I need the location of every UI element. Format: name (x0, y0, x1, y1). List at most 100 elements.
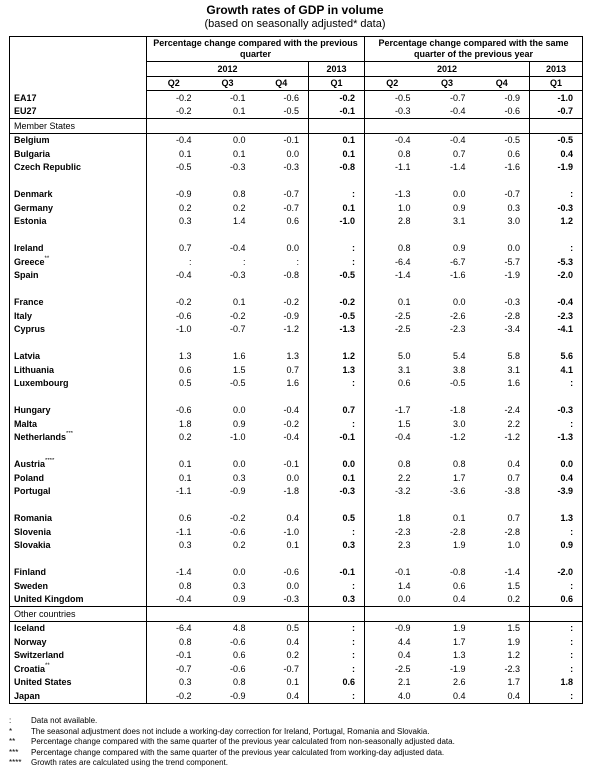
value-cell: 1.8 (398, 513, 411, 524)
value-cell: -1.4 (450, 162, 466, 173)
gap-cell (474, 390, 531, 404)
value-cell: -2.3 (395, 526, 411, 537)
gap-cell (201, 336, 255, 350)
value-cell: 1.7 (474, 675, 531, 689)
value-cell: -0.7 (254, 662, 309, 676)
value-cell: -1.9 (450, 663, 466, 674)
value-cell: 0.6 (308, 675, 366, 689)
value-cell: -0.1 (308, 104, 366, 119)
gap-cell (474, 228, 531, 242)
value-cell: -0.1 (395, 567, 411, 578)
value-cell: -1.4 (395, 270, 411, 281)
country-label: Netherlands*** (9, 430, 147, 444)
value-cell: 0.1 (254, 675, 309, 689)
gap-cell (308, 498, 366, 512)
value-cell: 0.8 (398, 148, 411, 159)
section-heading-cell (364, 606, 420, 622)
country-label: Cyprus (9, 322, 147, 336)
value-cell: -0.6 (175, 405, 192, 416)
footnote-symbol: ** (9, 737, 16, 747)
value-cell: 0.7 (178, 243, 192, 254)
value-cell: 3.8 (453, 364, 466, 375)
value-cell: -1.9 (529, 160, 584, 174)
table-row: Romania 0.6 -0.2 0.4 0.5 1.8 0.1 0.7 1.3 (9, 511, 584, 525)
value-cell: -0.8 (450, 567, 466, 578)
quarter-header: Q1 (529, 76, 584, 91)
value-cell: -1.3 (308, 322, 366, 336)
value-cell: -0.7 (254, 187, 309, 201)
table-row: Austria**** 0.1 0.0 -0.1 0.0 0.8 0.8 0.4 0.0 (9, 457, 584, 471)
value-cell: -3.2 (395, 486, 411, 497)
value-cell: 0.8 (453, 459, 466, 470)
table-row: Latvia 1.3 1.6 1.3 1.2 5.0 5.4 5.8 5.6 (9, 349, 584, 363)
gap-cell (147, 498, 201, 512)
section-heading-cell (364, 118, 420, 134)
value-cell: 0.0 (453, 189, 466, 200)
value-cell: : (308, 662, 366, 676)
value-cell: -0.1 (254, 457, 309, 471)
value-cell: 1.0 (398, 202, 411, 213)
value-cell: 0.6 (398, 378, 411, 389)
header-year-row: 2012 2013 2012 2013 (10, 61, 584, 77)
value-cell: 0.6 (254, 214, 309, 228)
footnote: **** Growth rates are calculated using th… (9, 758, 581, 769)
country-label: Japan (9, 689, 147, 704)
value-cell: 0.3 (178, 216, 192, 227)
value-cell: 3.0 (474, 214, 531, 228)
value-cell: -6.7 (450, 256, 466, 267)
value-cell: : (529, 376, 584, 390)
value-cell: 3.1 (398, 364, 411, 375)
value-cell: 3.1 (453, 216, 466, 227)
row-gap (9, 444, 584, 458)
value-cell: : (529, 525, 584, 539)
value-cell: -0.3 (308, 484, 366, 498)
value-cell: -0.3 (229, 162, 246, 173)
value-cell: -3.6 (450, 486, 466, 497)
value-cell: 0.0 (232, 567, 246, 578)
gap-cell (254, 444, 309, 458)
value-cell: -3.9 (529, 484, 584, 498)
value-cell: -0.4 (450, 106, 466, 117)
value-cell: 0.1 (178, 472, 192, 483)
value-cell: -1.4 (474, 565, 531, 579)
section-heading-cell (146, 118, 201, 134)
value-cell: 0.1 (232, 297, 246, 308)
value-cell: -0.4 (395, 432, 411, 443)
value-cell: -0.3 (474, 295, 531, 309)
value-cell: -0.2 (308, 295, 366, 309)
value-cell: 0.4 (529, 147, 584, 161)
gap-cell (474, 336, 531, 350)
footnote-text: Percentage change compared with the same… (31, 737, 455, 747)
value-cell: -1.1 (175, 526, 192, 537)
value-cell: 0.0 (254, 579, 309, 593)
row-gap (9, 336, 584, 350)
table-row: Norway 0.8 -0.6 0.4: 4.4 1.7 1.9: (9, 635, 584, 649)
gap-cell (254, 498, 309, 512)
value-cell: 1.7 (453, 636, 466, 647)
value-cell: 0.6 (453, 580, 466, 591)
value-cell: -0.2 (146, 689, 201, 704)
table-row: Cyprus -1.0 -0.7 -1.2 -1.3 -2.5 -2.3 -3.4 -4.1 (9, 322, 584, 336)
value-cell: -2.8 (450, 526, 466, 537)
section-heading-cell (254, 606, 309, 622)
value-cell: -2.3 (450, 324, 466, 335)
value-cell: -0.6 (474, 104, 531, 119)
gap-cell (474, 174, 531, 188)
table-row: Hungary -0.6 0.0 -0.4 0.7 -1.7 -1.8 -2.4 -0.3 (9, 403, 584, 417)
gap-cell (254, 390, 309, 404)
value-cell: 0.9 (453, 202, 466, 213)
value-cell: 0.0 (398, 594, 411, 605)
country-label: Switzerland (9, 648, 147, 662)
value-cell: : (308, 648, 366, 662)
value-cell: -0.7 (450, 92, 466, 103)
value-cell: -0.6 (229, 636, 246, 647)
gap-cell (308, 228, 366, 242)
value-cell: -0.2 (229, 513, 246, 524)
value-cell: -0.7 (229, 324, 246, 335)
value-cell: -2.3 (529, 309, 584, 323)
value-cell: 2.2 (474, 417, 531, 431)
quarter-header: Q3 (419, 76, 475, 91)
table-row: United States 0.3 0.8 0.1 0.6 2.1 2.6 1.7 1.8 (9, 675, 584, 689)
footnote-text: Percentage change compared with the same… (31, 747, 445, 757)
gap-cell (365, 336, 420, 350)
